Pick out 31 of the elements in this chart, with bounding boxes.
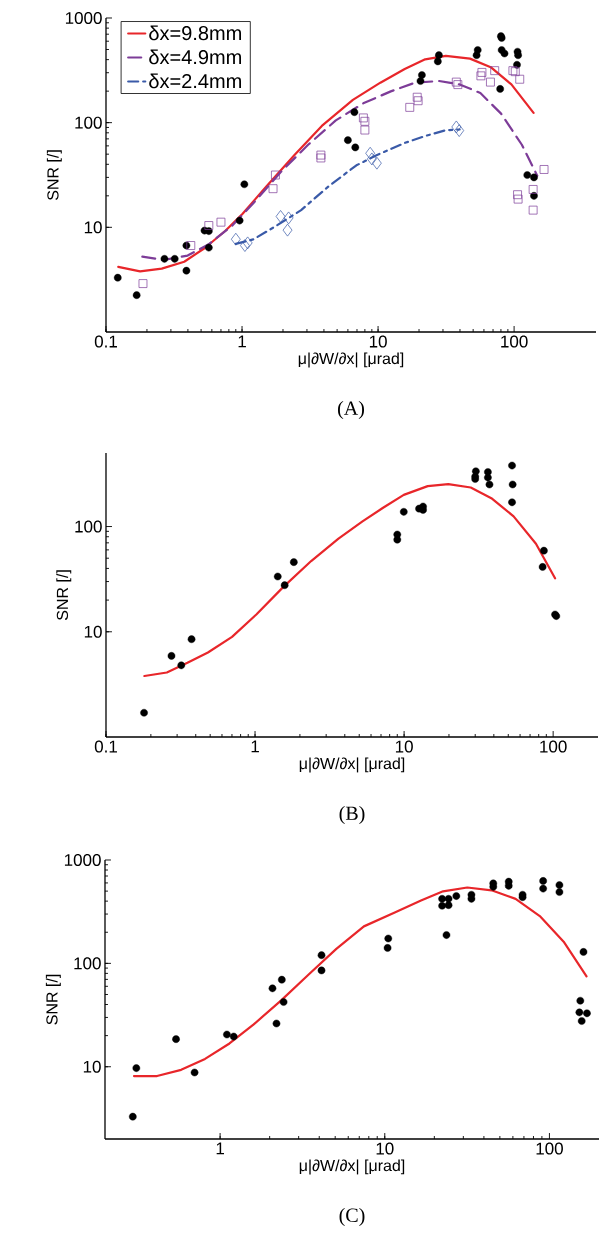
x-tick-label: 10 — [395, 740, 413, 753]
legend-label: δx=9.8mm — [149, 25, 241, 41]
text: (C) — [339, 1207, 365, 1227]
legend-label: δx=2.4mm — [149, 73, 241, 89]
y-tick-label: 100 — [75, 116, 102, 129]
x-tick-label: 100 — [536, 1142, 563, 1155]
y-axis-title: SNR [/] — [46, 150, 62, 201]
legend-label: δx=4.9mm — [149, 49, 241, 65]
y-tick-label: 1000 — [65, 11, 102, 25]
text: (B) — [339, 805, 365, 825]
x-tick-label: 10 — [369, 335, 387, 348]
y-tick-label: 100 — [74, 957, 101, 970]
x-axis-title: μ|∂W/∂x| [μrad] — [298, 352, 404, 368]
y-axis-title: SNR [/] — [45, 974, 61, 1025]
y-tick-label: 10 — [83, 1060, 101, 1073]
y-tick-label: 100 — [75, 520, 102, 533]
y-tick-label: 10 — [84, 625, 102, 638]
x-axis-title: μ|∂W/∂x| [μrad] — [299, 757, 405, 773]
x-tick-label: 1 — [238, 335, 246, 348]
y-tick-label: 10 — [84, 221, 102, 234]
x-tick-label: 0.1 — [94, 335, 117, 348]
x-tick-label: 0.1 — [94, 740, 117, 753]
x-tick-label: 100 — [501, 335, 528, 348]
x-axis-title: μ|∂W/∂x| [μrad] — [299, 1159, 405, 1175]
x-tick-label: 1 — [216, 1142, 224, 1155]
x-tick-label: 10 — [376, 1142, 394, 1155]
x-tick-label: 100 — [540, 740, 567, 753]
y-axis-title: SNR [/] — [56, 570, 72, 621]
y-tick-label: 1000 — [64, 853, 101, 867]
x-tick-label: 1 — [251, 740, 259, 753]
text: (A) — [338, 400, 365, 420]
